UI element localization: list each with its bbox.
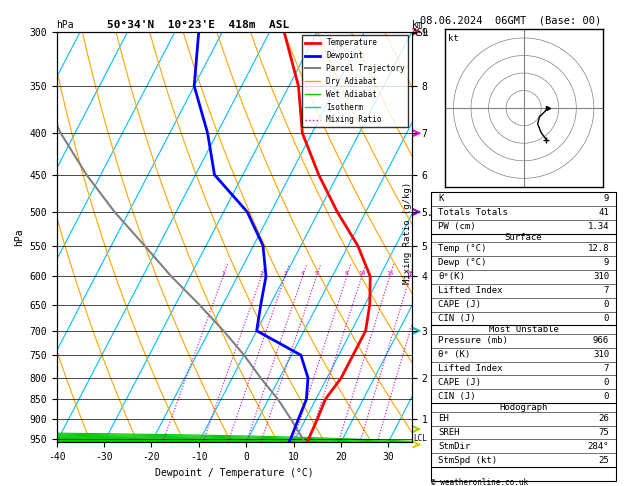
Text: K: K bbox=[438, 194, 443, 204]
Text: θᵉ (K): θᵉ (K) bbox=[438, 350, 470, 359]
Text: 5: 5 bbox=[314, 271, 318, 277]
Text: StmSpd (kt): StmSpd (kt) bbox=[438, 456, 498, 465]
Text: 9: 9 bbox=[604, 194, 609, 204]
Text: ASL: ASL bbox=[412, 28, 430, 38]
Text: 0: 0 bbox=[604, 300, 609, 309]
Text: EH: EH bbox=[438, 414, 449, 423]
Text: 10: 10 bbox=[358, 271, 365, 277]
Text: CAPE (J): CAPE (J) bbox=[438, 300, 481, 309]
Text: © weatheronline.co.uk: © weatheronline.co.uk bbox=[431, 478, 528, 486]
Text: 8: 8 bbox=[345, 271, 348, 277]
Text: 3: 3 bbox=[283, 271, 287, 277]
Text: 0: 0 bbox=[604, 378, 609, 387]
Text: kt: kt bbox=[448, 35, 459, 43]
Text: 26: 26 bbox=[598, 414, 609, 423]
Legend: Temperature, Dewpoint, Parcel Trajectory, Dry Adiabat, Wet Adiabat, Isotherm, Mi: Temperature, Dewpoint, Parcel Trajectory… bbox=[302, 35, 408, 127]
Text: Lifted Index: Lifted Index bbox=[438, 364, 503, 373]
Y-axis label: hPa: hPa bbox=[14, 228, 24, 246]
Text: 966: 966 bbox=[593, 336, 609, 345]
Text: 08.06.2024  06GMT  (Base: 00): 08.06.2024 06GMT (Base: 00) bbox=[420, 16, 601, 26]
Text: Most Unstable: Most Unstable bbox=[489, 325, 559, 334]
Text: 41: 41 bbox=[598, 208, 609, 217]
Text: 12.8: 12.8 bbox=[587, 244, 609, 254]
Text: StmDir: StmDir bbox=[438, 442, 470, 451]
Text: 1: 1 bbox=[221, 271, 225, 277]
Text: 2: 2 bbox=[260, 271, 264, 277]
Text: PW (cm): PW (cm) bbox=[438, 222, 476, 231]
Text: Surface: Surface bbox=[505, 233, 542, 243]
Text: Totals Totals: Totals Totals bbox=[438, 208, 508, 217]
Text: SREH: SREH bbox=[438, 428, 460, 437]
Text: 1.34: 1.34 bbox=[587, 222, 609, 231]
Text: 50°34'N  10°23'E  418m  ASL: 50°34'N 10°23'E 418m ASL bbox=[107, 20, 289, 31]
Text: 284°: 284° bbox=[587, 442, 609, 451]
Text: km: km bbox=[412, 20, 424, 31]
Text: 4: 4 bbox=[301, 271, 304, 277]
Text: Temp (°C): Temp (°C) bbox=[438, 244, 487, 254]
Text: 25: 25 bbox=[598, 456, 609, 465]
Text: 15: 15 bbox=[386, 271, 394, 277]
Text: 0: 0 bbox=[604, 314, 609, 323]
Text: LCL: LCL bbox=[413, 434, 427, 443]
Text: 0: 0 bbox=[604, 392, 609, 401]
Text: CAPE (J): CAPE (J) bbox=[438, 378, 481, 387]
Text: CIN (J): CIN (J) bbox=[438, 314, 476, 323]
Text: 7: 7 bbox=[604, 364, 609, 373]
Text: Lifted Index: Lifted Index bbox=[438, 286, 503, 295]
Text: 75: 75 bbox=[598, 428, 609, 437]
X-axis label: Dewpoint / Temperature (°C): Dewpoint / Temperature (°C) bbox=[155, 468, 314, 478]
Text: Mixing Ratio (g/kg): Mixing Ratio (g/kg) bbox=[403, 182, 412, 284]
Text: Hodograph: Hodograph bbox=[499, 403, 548, 412]
Text: 310: 310 bbox=[593, 272, 609, 281]
Text: 20: 20 bbox=[406, 271, 414, 277]
Text: CIN (J): CIN (J) bbox=[438, 392, 476, 401]
Text: 7: 7 bbox=[604, 286, 609, 295]
Text: 9: 9 bbox=[604, 259, 609, 267]
Text: Pressure (mb): Pressure (mb) bbox=[438, 336, 508, 345]
Text: 310: 310 bbox=[593, 350, 609, 359]
Text: θᵉ(K): θᵉ(K) bbox=[438, 272, 465, 281]
Text: Dewp (°C): Dewp (°C) bbox=[438, 259, 487, 267]
Text: hPa: hPa bbox=[57, 20, 74, 31]
